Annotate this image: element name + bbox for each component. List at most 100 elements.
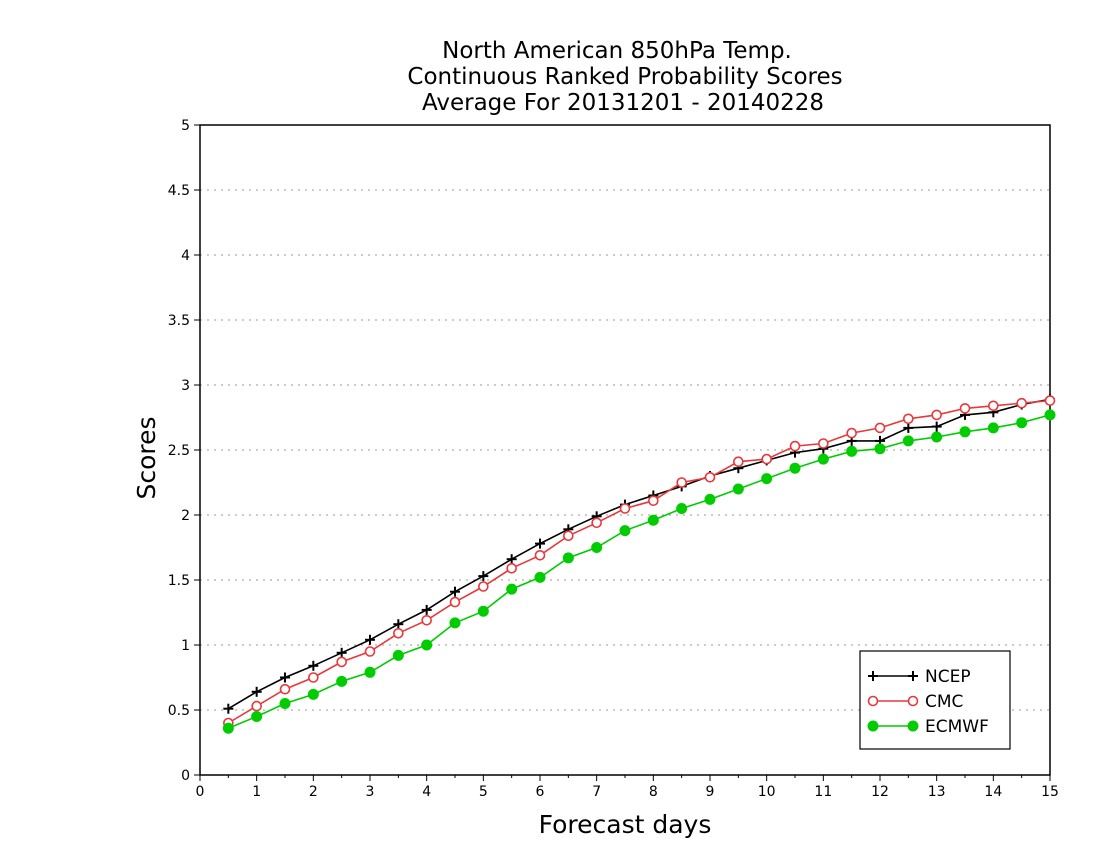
data-point-ecmwf xyxy=(789,462,801,474)
x-tick-label: 1 xyxy=(252,784,261,800)
data-point-ncep xyxy=(251,686,262,697)
series-group xyxy=(222,394,1056,734)
data-point-ecmwf xyxy=(534,571,546,583)
data-point-cmc xyxy=(874,422,886,434)
data-point-ncep xyxy=(308,660,319,671)
data-point-cmc xyxy=(279,683,291,695)
data-point-cmc xyxy=(959,403,971,414)
data-point-ecmwf xyxy=(647,514,659,526)
data-point-cmc xyxy=(563,530,574,542)
data-point-ncep xyxy=(393,619,404,630)
x-tick-label: 7 xyxy=(592,784,601,800)
legend-marker-ecmwf xyxy=(907,720,919,732)
data-point-ncep xyxy=(421,604,432,615)
data-point-ecmwf xyxy=(676,503,688,514)
data-point-ncep xyxy=(280,672,290,683)
y-tick-label: 4.5 xyxy=(168,183,190,199)
data-point-cmc xyxy=(534,549,546,561)
y-tick-label: 3.5 xyxy=(168,313,190,329)
x-axis-label: Forecast days xyxy=(539,810,712,839)
data-point-cmc xyxy=(761,453,772,465)
y-tick-label: 0.5 xyxy=(168,703,190,719)
legend-marker-cmc xyxy=(907,695,919,707)
x-tick-label: 5 xyxy=(479,784,488,800)
data-point-cmc xyxy=(308,672,319,683)
data-point-ecmwf xyxy=(761,473,773,485)
chart-title-line-2: Continuous Ranked Probability Scores xyxy=(407,64,842,90)
legend-label-ecmwf: ECMWF xyxy=(925,717,989,737)
y-tick-label: 2 xyxy=(181,508,190,524)
data-point-ecmwf xyxy=(251,711,263,722)
y-axis-label: Scores xyxy=(132,416,161,499)
legend-box xyxy=(859,650,1011,750)
x-tick-label: 12 xyxy=(871,784,889,800)
x-tick-label: 3 xyxy=(366,784,375,800)
data-point-ecmwf xyxy=(732,483,744,495)
data-point-ncep xyxy=(336,647,347,658)
y-tick-label: 1 xyxy=(181,638,190,654)
data-point-ecmwf xyxy=(477,605,489,617)
chart-title-line-1: North American 850hPa Temp. xyxy=(442,38,792,64)
x-tick-label: 10 xyxy=(758,784,776,800)
data-point-ecmwf xyxy=(817,453,829,465)
data-point-ncep xyxy=(535,538,545,549)
y-tick-label: 2.5 xyxy=(168,443,190,459)
data-point-ecmwf xyxy=(931,431,943,443)
data-point-cmc xyxy=(478,581,489,592)
data-point-cmc xyxy=(846,427,857,439)
data-point-ecmwf xyxy=(336,675,348,687)
x-tick-label: 13 xyxy=(928,784,946,800)
data-point-cmc xyxy=(364,646,376,657)
y-axis-ticks: 0 0.5 1 1.5 2 2.5 3 3.5 4 4.5 5 xyxy=(168,118,200,784)
data-point-ncep xyxy=(450,586,460,597)
x-axis-ticks: 0 1 2 3 4 5 6 7 8 9 10 11 12 13 14 15 xyxy=(196,775,1059,800)
data-point-cmc xyxy=(336,656,347,668)
data-point-cmc xyxy=(704,471,716,483)
data-point-ecmwf xyxy=(1044,409,1056,421)
data-point-ecmwf xyxy=(222,722,234,734)
y-tick-label: 4 xyxy=(181,248,190,264)
y-tick-label: 5 xyxy=(181,118,190,134)
data-point-ncep xyxy=(478,571,489,582)
data-point-cmc xyxy=(506,562,517,574)
x-tick-label: 0 xyxy=(196,784,205,800)
x-tick-label: 8 xyxy=(649,784,658,800)
x-tick-label: 6 xyxy=(536,784,545,800)
x-tick-label: 14 xyxy=(984,784,1002,800)
series-cmc xyxy=(223,395,1056,729)
data-point-ecmwf xyxy=(562,552,574,564)
data-point-cmc xyxy=(648,495,659,507)
data-point-ncep xyxy=(506,554,517,565)
y-tick-label: 1.5 xyxy=(168,573,190,589)
series-ecmwf xyxy=(222,409,1056,734)
legend-marker-ncep xyxy=(908,671,918,681)
data-point-ecmwf xyxy=(1016,417,1028,429)
data-point-cmc xyxy=(931,409,942,421)
data-point-cmc xyxy=(1044,395,1056,406)
data-point-ecmwf xyxy=(392,649,404,661)
data-point-ecmwf xyxy=(449,617,461,629)
x-tick-label: 4 xyxy=(422,784,431,800)
data-point-cmc xyxy=(591,517,602,529)
data-point-cmc xyxy=(251,700,262,712)
data-point-cmc xyxy=(818,438,829,449)
legend-label-cmc: CMC xyxy=(925,692,963,712)
data-point-ecmwf xyxy=(591,542,603,553)
data-point-cmc xyxy=(449,596,461,608)
data-point-ecmwf xyxy=(959,426,971,438)
x-tick-label: 2 xyxy=(309,784,318,800)
data-point-ecmwf xyxy=(846,445,858,457)
legend-label-ncep: NCEP xyxy=(925,667,971,687)
data-point-ecmwf xyxy=(874,443,886,455)
legend: NCEP CMC ECMWF xyxy=(859,650,1011,750)
y-tick-label: 3 xyxy=(181,378,190,394)
legend-marker-cmc xyxy=(867,695,879,707)
data-point-cmc xyxy=(733,456,744,468)
data-point-cmc xyxy=(988,400,999,412)
data-point-ncep xyxy=(365,634,375,645)
data-point-ecmwf xyxy=(364,666,376,678)
x-tick-label: 11 xyxy=(814,784,832,800)
data-point-ecmwf xyxy=(307,688,319,700)
data-point-ecmwf xyxy=(506,583,518,595)
